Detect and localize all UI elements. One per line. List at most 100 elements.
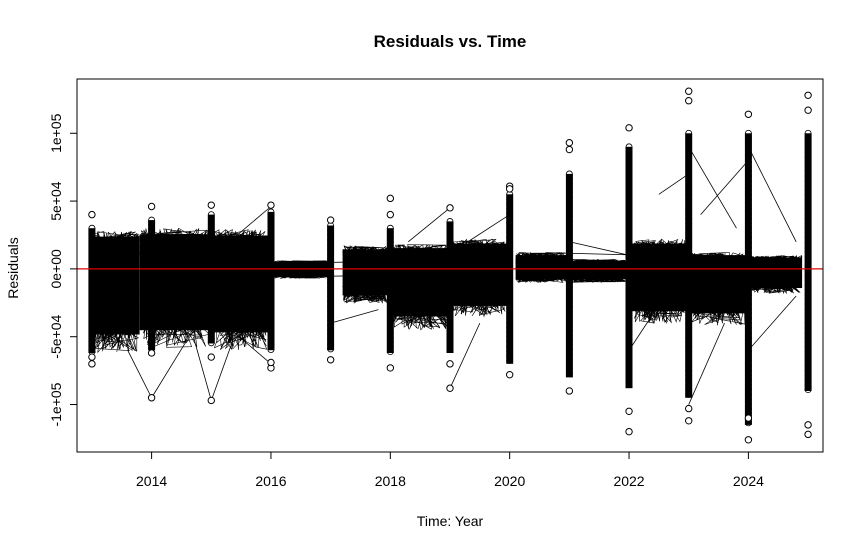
data-point xyxy=(565,203,573,211)
data-point xyxy=(565,355,573,363)
data-point xyxy=(625,152,633,160)
data-point xyxy=(207,272,215,280)
residual-band-core xyxy=(632,243,686,312)
data-point xyxy=(148,316,156,324)
data-point xyxy=(565,213,573,221)
data-point xyxy=(327,331,335,339)
data-point xyxy=(625,290,633,298)
data-point xyxy=(327,317,335,324)
data-point xyxy=(745,352,752,360)
data-point xyxy=(207,339,215,347)
data-point xyxy=(327,283,335,291)
data-point xyxy=(685,277,693,284)
data-point xyxy=(565,255,573,263)
data-point xyxy=(685,348,693,356)
data-point xyxy=(804,272,812,280)
data-point xyxy=(506,323,514,331)
data-point xyxy=(804,329,812,337)
data-point xyxy=(446,322,454,330)
data-point xyxy=(386,281,394,289)
data-point xyxy=(207,211,215,219)
data-point xyxy=(804,343,812,351)
data-point xyxy=(685,248,693,256)
data-point xyxy=(506,328,514,336)
data-point xyxy=(745,371,752,379)
data-point xyxy=(625,281,633,288)
year-column-bar xyxy=(327,225,335,351)
data-point xyxy=(148,297,156,305)
connector-segment xyxy=(569,241,630,256)
data-point xyxy=(386,333,394,341)
data-point xyxy=(625,285,633,293)
data-point xyxy=(685,319,693,327)
data-point xyxy=(625,371,633,379)
data-point xyxy=(207,329,215,337)
outlier-point xyxy=(685,404,693,413)
data-point xyxy=(685,210,693,218)
data-point xyxy=(327,302,335,310)
data-point xyxy=(386,243,394,251)
data-point xyxy=(745,201,752,208)
data-point xyxy=(625,238,633,246)
connector-segment xyxy=(222,322,272,365)
outlier-point xyxy=(147,202,156,211)
residual-band xyxy=(631,238,686,325)
outlier-point xyxy=(207,353,215,361)
x-tick-label: 2020 xyxy=(494,473,525,489)
data-point xyxy=(804,258,812,265)
data-point xyxy=(207,334,215,342)
data-point xyxy=(327,236,335,244)
residual-band-core xyxy=(515,255,567,280)
data-point xyxy=(625,366,633,374)
data-point xyxy=(804,253,812,261)
data-point xyxy=(207,310,215,318)
outlier-point xyxy=(147,394,156,402)
data-point xyxy=(625,338,633,345)
data-point xyxy=(267,308,275,316)
data-point xyxy=(745,210,752,218)
outlier-point xyxy=(267,358,275,367)
residual-band-core xyxy=(751,257,803,288)
data-point xyxy=(804,158,812,166)
data-point xyxy=(446,232,454,240)
data-point xyxy=(207,315,215,323)
data-point xyxy=(267,289,275,297)
outlier-point xyxy=(804,106,812,114)
data-point xyxy=(745,357,752,365)
data-point xyxy=(148,278,156,286)
residual-band-core xyxy=(342,249,388,296)
data-point xyxy=(804,310,812,318)
data-point xyxy=(506,243,514,250)
data-point xyxy=(386,343,394,351)
data-point xyxy=(625,224,633,231)
data-point xyxy=(386,305,394,313)
data-point xyxy=(506,290,514,298)
data-point xyxy=(386,319,394,327)
data-point xyxy=(625,148,633,155)
data-point xyxy=(88,343,96,351)
data-point xyxy=(327,255,335,263)
data-point xyxy=(386,267,394,275)
data-point xyxy=(88,234,96,242)
data-point xyxy=(506,233,514,241)
data-point xyxy=(685,329,693,337)
data-point xyxy=(685,182,693,189)
data-point xyxy=(804,376,812,384)
data-point xyxy=(327,307,335,315)
data-point xyxy=(685,357,693,365)
data-point xyxy=(565,241,573,249)
data-point xyxy=(565,246,573,254)
data-point xyxy=(745,196,752,204)
data-point xyxy=(327,279,335,286)
data-point xyxy=(207,263,215,271)
data-point xyxy=(565,184,573,192)
data-point xyxy=(506,214,514,222)
data-point xyxy=(804,324,812,332)
data-point xyxy=(267,346,275,353)
data-point xyxy=(804,239,812,246)
data-point xyxy=(446,298,454,306)
data-point xyxy=(148,302,156,309)
connector-segment xyxy=(688,322,725,405)
data-point xyxy=(446,255,454,263)
